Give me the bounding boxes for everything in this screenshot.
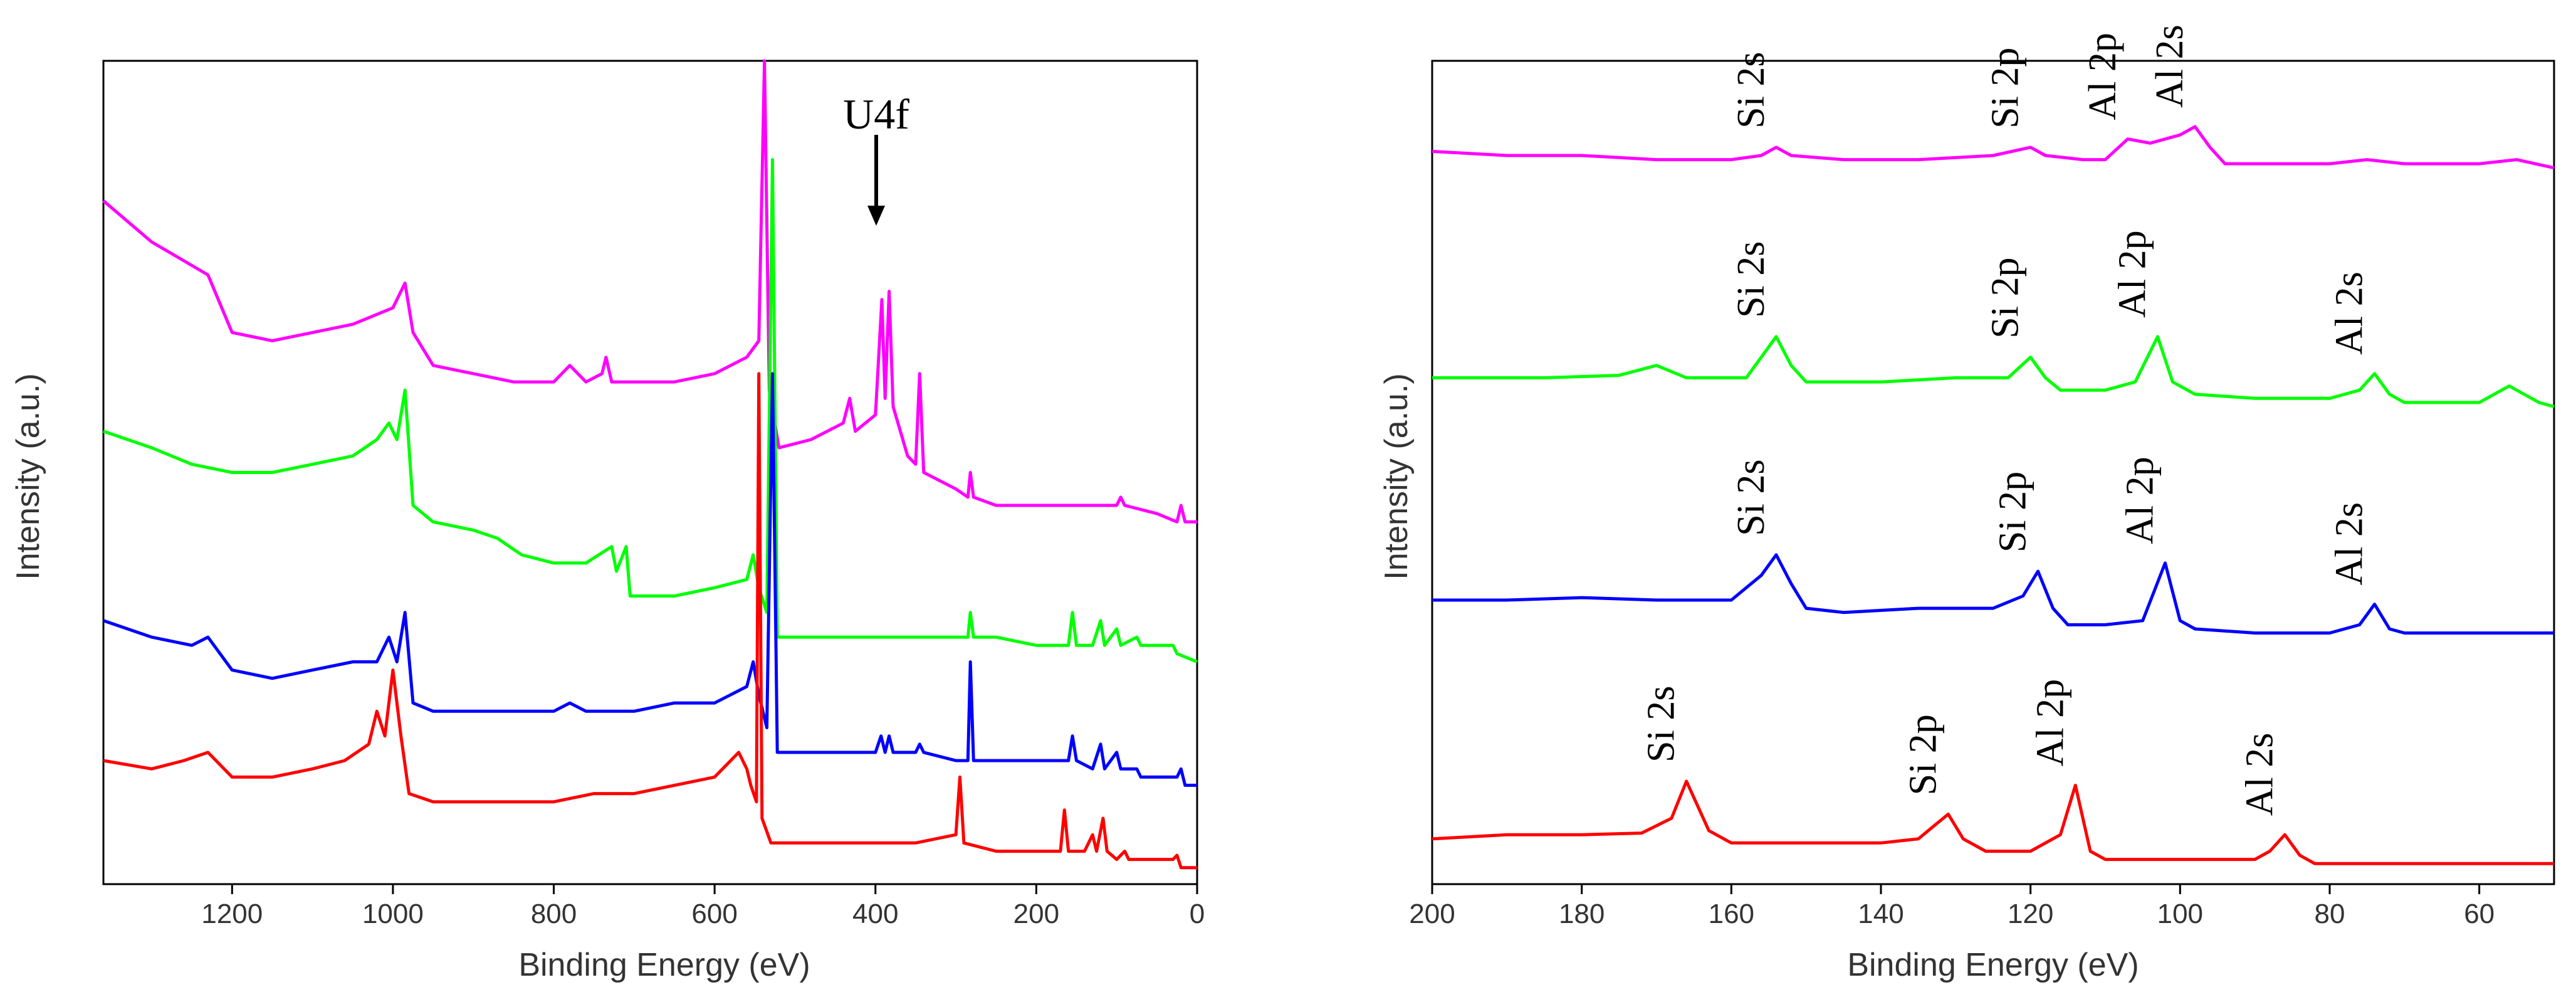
- left-x-tick-label: 200: [1013, 899, 1059, 929]
- left-x-tick-label: 1000: [362, 899, 424, 929]
- peak-label-blue: Al 2s: [2328, 502, 2371, 586]
- peak-label-blue: Si 2p: [1992, 472, 2034, 552]
- peak-label-blue: Al 2p: [2119, 456, 2162, 544]
- right-series-red: [1432, 779, 2554, 865]
- right-x-tick-label: 180: [1559, 899, 1605, 929]
- peak-label-red: Al 2p: [2029, 679, 2071, 767]
- left-series-red: [103, 372, 1197, 870]
- left-series-green: [103, 158, 1198, 663]
- right-peak-labels: Si 2s Si 2p Al 2p Al 2s Si 2s Si 2p Al 2p Al 2s…: [1640, 24, 2371, 816]
- right-y-axis-title: Intensity (a.u.): [1378, 373, 1415, 579]
- right-x-tick-label: 140: [1858, 899, 1903, 929]
- right-x-tick-label: 80: [2315, 899, 2345, 929]
- peak-label-green: Si 2p: [1984, 257, 2027, 338]
- u4f-annotation-label: U4f: [843, 90, 909, 138]
- right-series-group: [1432, 125, 2555, 865]
- right-x-tick-label: 160: [1709, 899, 1754, 929]
- peak-label-green: Al 2p: [2112, 230, 2154, 318]
- left-x-ticks: 1200 1000 800 600 400 200 0: [201, 884, 1205, 929]
- left-annotation-group: U4f: [843, 90, 909, 226]
- left-x-axis-title: Binding Energy (eV): [518, 947, 810, 983]
- right-plot-frame: [1431, 60, 2555, 885]
- right-xps-detail-chart: 200 180 160 140 120 100 80 60 Si 2s Si 2p Al 2p Al…: [1378, 24, 2555, 983]
- right-x-tick-label: 100: [2157, 899, 2203, 929]
- right-x-tick-label: 120: [2008, 899, 2053, 929]
- peak-label-magenta: Si 2s: [1730, 52, 1772, 129]
- right-series-blue: [1432, 553, 2554, 635]
- left-series-blue: [103, 372, 1197, 787]
- peak-label-red: Al 2s: [2238, 733, 2281, 816]
- left-x-tick-label: 600: [691, 899, 737, 929]
- left-x-tick-label: 800: [531, 899, 577, 929]
- left-x-tick-label: 0: [1190, 899, 1205, 929]
- peak-label-magenta: Al 2s: [2149, 24, 2191, 108]
- peak-label-red: Si 2s: [1640, 686, 1683, 762]
- peak-label-magenta: Si 2p: [1984, 48, 2027, 129]
- left-x-tick-label: 400: [852, 899, 898, 929]
- left-plot-frame: [102, 60, 1198, 885]
- left-series-magenta: [102, 59, 1197, 524]
- peak-label-magenta: Al 2p: [2081, 33, 2124, 120]
- left-x-tick-label: 1200: [201, 899, 263, 929]
- left-xps-survey-chart: 1200 1000 800 600 400 200 0 U4f Binding Energy…: [10, 59, 1205, 983]
- right-x-ticks: 200 180 160 140 120 100 80 60: [1409, 884, 2495, 929]
- left-y-axis-title: Intensity (a.u.): [10, 373, 46, 579]
- right-x-axis-title: Binding Energy (eV): [1847, 947, 2139, 983]
- left-series-group: [102, 59, 1198, 870]
- right-x-tick-label: 200: [1409, 899, 1455, 929]
- right-x-tick-label: 60: [2464, 899, 2495, 929]
- peak-label-green: Al 2s: [2328, 272, 2371, 355]
- right-series-green: [1432, 335, 2555, 408]
- peak-label-red: Si 2p: [1902, 714, 1944, 795]
- u4f-annotation-arrowhead: [867, 206, 885, 226]
- right-series-magenta: [1432, 125, 2555, 170]
- peak-label-blue: Si 2s: [1730, 459, 1772, 535]
- peak-label-green: Si 2s: [1730, 241, 1772, 318]
